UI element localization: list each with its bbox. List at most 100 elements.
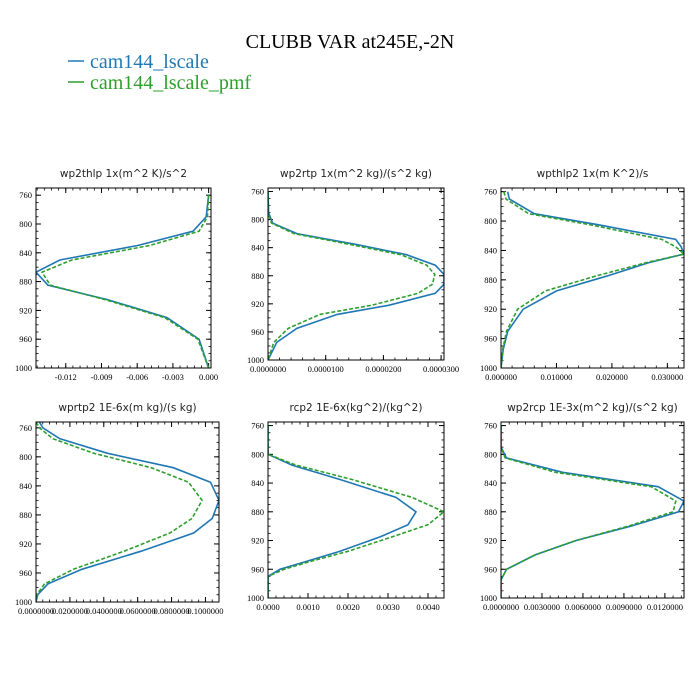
- x-tick-label: 0.010000: [541, 372, 573, 382]
- y-tick-label: 840: [484, 478, 497, 488]
- panel-4: wprtp2 1E-6x(m kg)/(s kg) 760 800 840 880 920…: [15, 402, 224, 616]
- y-tick-label: 840: [484, 245, 497, 255]
- y-tick-label: 840: [251, 243, 264, 253]
- x-tick-label: 0.0060000: [565, 602, 601, 612]
- x-tick-label: 0.0000: [256, 602, 279, 612]
- y-tick-label: 760: [251, 421, 264, 431]
- y-tick-label: 1000: [15, 597, 32, 607]
- legend-label-lscale: cam144_lscale: [90, 51, 209, 73]
- series-line-lscale-pmf: [40, 195, 210, 368]
- series-line-lscale: [36, 195, 210, 368]
- y-tick-label: 1000: [247, 355, 264, 365]
- plot-frame: [500, 421, 685, 599]
- plot-frame: [267, 421, 445, 599]
- x-tick-label: 0.0000000: [18, 606, 54, 616]
- panel-title: wp2rcp 1E-3x(m^2 kg)/(s^2 kg): [507, 402, 678, 414]
- plot-frame: [35, 187, 212, 369]
- y-tick-label: 920: [19, 305, 32, 315]
- y-tick-label: 920: [251, 299, 264, 309]
- legend-label-lscale-pmf: cam144_lscale_pmf: [90, 72, 251, 94]
- x-tick-label: -0.009: [90, 372, 112, 382]
- y-tick-label: 800: [251, 449, 264, 459]
- y-tick-label: 800: [484, 449, 497, 459]
- panels: wp2thlp 1x(m^2 K)/s^2 760 800 840 880 920 960 1…: [15, 168, 685, 616]
- x-tick-label: 0.0000200: [365, 364, 401, 374]
- legend: cam144_lscale cam144_lscale_pmf: [68, 51, 251, 94]
- y-tick-label: 960: [19, 568, 32, 578]
- series-line-lscale: [36, 422, 219, 602]
- x-tick-label: 0.0600000: [120, 606, 156, 616]
- y-tick-label: 880: [19, 277, 32, 287]
- y-tick-label: 800: [484, 216, 497, 226]
- y-tick-label: 1000: [480, 363, 497, 373]
- y-tick-label: 840: [19, 248, 32, 258]
- y-tick-label: 840: [251, 478, 264, 488]
- figure-title: CLUBB VAR at245E,-2N: [246, 31, 455, 53]
- y-tick-label: 920: [484, 536, 497, 546]
- x-tick-label: 0.0200000: [52, 606, 88, 616]
- panel-title: wpthlp2 1x(m K^2)/s: [537, 168, 649, 180]
- y-tick-label: 840: [19, 481, 32, 491]
- x-tick-label: 0.0000100: [308, 364, 344, 374]
- x-tick-label: 0.020000: [596, 372, 628, 382]
- y-tick-label: 880: [19, 510, 32, 520]
- x-tick-label: -0.012: [55, 372, 77, 382]
- y-tick-label: 880: [484, 507, 497, 517]
- series-line-lscale-pmf: [268, 191, 436, 360]
- y-tick-label: 920: [19, 539, 32, 549]
- x-tick-label: 0.0040: [416, 602, 439, 612]
- x-tick-label: 0.1000000: [187, 606, 223, 616]
- panel-2: wp2rtp 1x(m^2 kg)/(s^2 kg) 760 800 840 880 92…: [247, 168, 459, 374]
- series-line-lscale-pmf: [501, 191, 684, 368]
- y-tick-label: 960: [251, 564, 264, 574]
- y-tick-label: 760: [19, 423, 32, 433]
- x-tick-label: 0.0090000: [606, 602, 642, 612]
- x-tick-label: 0.030000: [651, 372, 683, 382]
- y-tick-label: 800: [19, 219, 32, 229]
- y-tick-label: 1000: [247, 593, 264, 603]
- series-line-lscale-pmf: [36, 422, 204, 602]
- y-tick-label: 760: [484, 421, 497, 431]
- panel-title: wprtp2 1E-6x(m kg)/(s kg): [58, 402, 196, 414]
- series-line-lscale-pmf: [501, 425, 677, 598]
- series-line-lscale: [501, 425, 684, 598]
- y-tick-label: 960: [484, 334, 497, 344]
- x-tick-label: -0.003: [162, 372, 184, 382]
- y-tick-label: 960: [19, 334, 32, 344]
- series-line-lscale: [268, 191, 444, 360]
- series-line-lscale-pmf: [268, 425, 444, 598]
- panel-3: wpthlp2 1x(m K^2)/s 760 800 840 880 920 960 100…: [480, 168, 685, 382]
- x-tick-label: 0.0010: [296, 602, 319, 612]
- y-tick-label: 920: [251, 536, 264, 546]
- plot-frame: [500, 187, 685, 369]
- panel-title: wp2rtp 1x(m^2 kg)/(s^2 kg): [280, 168, 432, 180]
- y-tick-label: 960: [251, 327, 264, 337]
- x-tick-label: 0.000: [199, 372, 218, 382]
- panel-title: rcp2 1E-6x(kg^2)/(kg^2): [290, 402, 423, 414]
- y-tick-label: 760: [19, 190, 32, 200]
- plot-frame: [35, 421, 220, 603]
- y-tick-label: 800: [19, 452, 32, 462]
- x-tick-label: 0.000000: [485, 372, 517, 382]
- x-tick-label: 0.0030: [376, 602, 399, 612]
- panel-6: wp2rcp 1E-3x(m^2 kg)/(s^2 kg) 760 800 840 88…: [480, 402, 685, 612]
- y-tick-label: 960: [484, 564, 497, 574]
- y-tick-label: 760: [484, 187, 497, 197]
- panel-1: wp2thlp 1x(m^2 K)/s^2 760 800 840 880 920 960 1…: [15, 168, 218, 382]
- panel-5: rcp2 1E-6x(kg^2)/(kg^2) 760 800 840 880 920 96…: [247, 402, 445, 612]
- x-tick-label: 0.0030000: [524, 602, 560, 612]
- y-tick-label: 1000: [480, 593, 497, 603]
- series-line-lscale: [268, 425, 418, 598]
- x-tick-label: 0.0120000: [647, 602, 683, 612]
- y-tick-label: 800: [251, 215, 264, 225]
- y-tick-label: 880: [484, 275, 497, 285]
- x-tick-label: 0.0000300: [423, 364, 459, 374]
- y-tick-label: 760: [251, 187, 264, 197]
- series-line-lscale: [501, 191, 684, 368]
- x-tick-label: 0.0000000: [483, 602, 519, 612]
- x-tick-label: 0.0020: [336, 602, 359, 612]
- x-tick-label: -0.006: [126, 372, 148, 382]
- y-tick-label: 920: [484, 304, 497, 314]
- y-tick-label: 880: [251, 271, 264, 281]
